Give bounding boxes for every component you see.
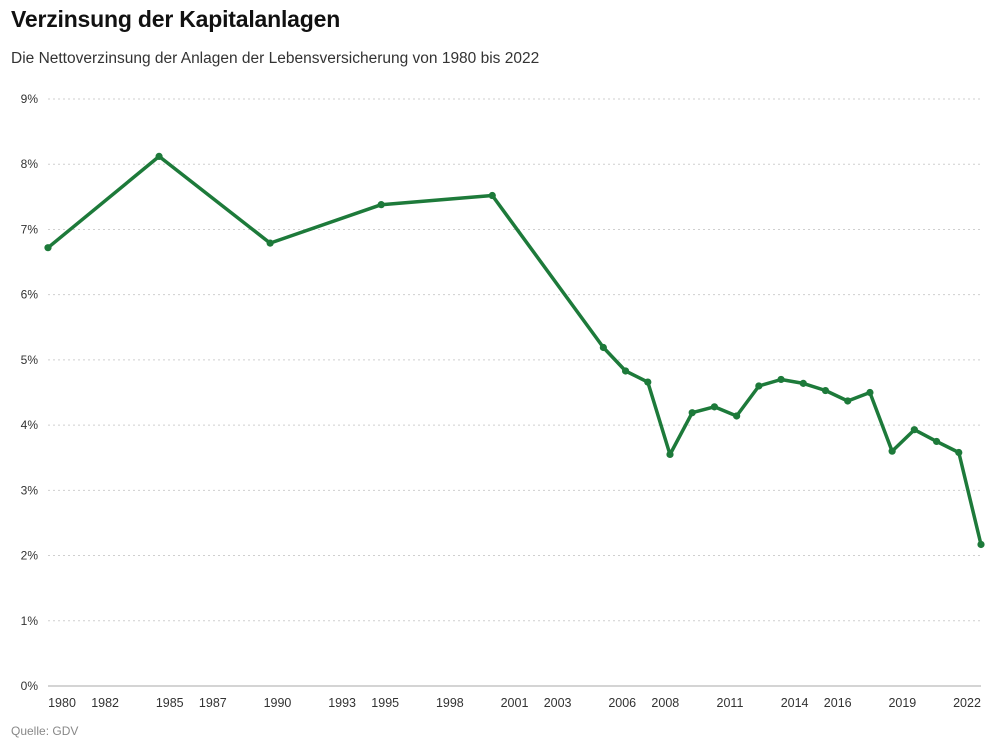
y-tick-label: 1% <box>21 614 39 628</box>
x-tick-label: 2019 <box>888 696 916 710</box>
x-tick-label: 1990 <box>264 696 292 710</box>
y-tick-label: 5% <box>21 353 39 367</box>
y-axis-ticks: 0% 1% 2% 3% 4% 5% 6% 7% 8% 9% <box>21 92 39 693</box>
x-tick-label: 1982 <box>91 696 119 710</box>
data-point <box>799 379 807 387</box>
x-tick-label: 2011 <box>717 696 744 710</box>
data-point <box>688 409 696 417</box>
series-line <box>46 154 983 547</box>
data-point <box>488 191 496 200</box>
y-tick-label: 6% <box>21 288 39 302</box>
series-layer <box>44 152 985 549</box>
chart-subtitle: Die Nettoverzinsung der Anlagen der Lebe… <box>11 50 540 67</box>
data-point <box>866 388 874 397</box>
y-tick-label: 7% <box>21 222 39 236</box>
y-tick-label: 4% <box>21 418 39 432</box>
chart-title: Verzinsung der Kapitalanlagen <box>11 6 341 32</box>
data-point <box>733 412 741 420</box>
data-point <box>377 201 385 209</box>
x-tick-label: 1995 <box>371 696 399 710</box>
y-tick-label: 2% <box>21 549 39 563</box>
x-tick-label: 1987 <box>199 696 227 710</box>
data-point <box>44 244 52 252</box>
x-tick-label: 2001 <box>501 696 529 710</box>
x-tick-label: 2003 <box>544 696 572 710</box>
data-point <box>755 382 763 390</box>
data-point <box>644 378 652 386</box>
source-note: Quelle: GDV <box>11 724 79 738</box>
data-point <box>844 397 852 405</box>
y-tick-label: 3% <box>21 483 39 497</box>
data-point <box>821 386 830 395</box>
x-tick-label: 1980 <box>48 696 76 710</box>
data-point <box>910 426 918 434</box>
x-tick-label: 2016 <box>824 696 852 710</box>
data-point <box>266 239 274 247</box>
x-tick-label: 2008 <box>651 696 679 710</box>
x-tick-label: 2014 <box>781 696 809 710</box>
data-point <box>777 375 785 384</box>
y-tick-label: 9% <box>21 92 39 106</box>
x-axis-ticks: 1980 1982 1985 1987 1990 1993 1995 1998 2001 2003… <box>48 696 981 710</box>
data-point <box>932 437 941 446</box>
data-point <box>888 447 896 455</box>
x-tick-label: 1998 <box>436 696 464 710</box>
y-tick-label: 0% <box>21 679 39 693</box>
data-point <box>155 152 163 160</box>
data-point <box>955 448 963 457</box>
data-point <box>977 540 985 549</box>
y-tick-label: 8% <box>21 157 39 171</box>
x-tick-label: 1985 <box>156 696 184 710</box>
x-tick-label: 2022 <box>953 696 981 710</box>
data-point <box>710 403 719 411</box>
x-tick-label: 1993 <box>328 696 356 710</box>
grid-lines <box>48 98 981 687</box>
x-tick-label: 2006 <box>608 696 636 710</box>
data-point <box>666 450 674 459</box>
data-point <box>621 367 630 375</box>
data-point <box>599 343 607 352</box>
